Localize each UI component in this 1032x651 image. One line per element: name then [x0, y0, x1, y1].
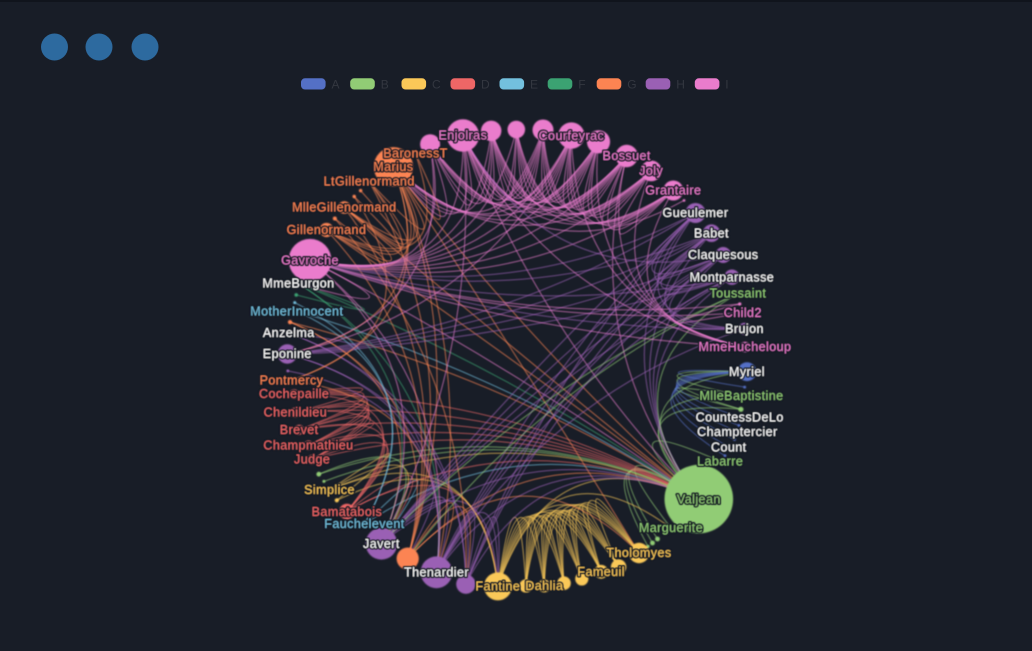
svg-text:Count: Count: [711, 440, 747, 454]
svg-text:Marius: Marius: [373, 160, 413, 174]
svg-text:D: D: [481, 77, 490, 91]
svg-text:MotherInnocent: MotherInnocent: [250, 304, 343, 318]
svg-text:MlleBaptistine: MlleBaptistine: [699, 389, 783, 403]
svg-text:Brevet: Brevet: [280, 423, 319, 437]
svg-text:Claquesous: Claquesous: [688, 248, 759, 262]
svg-text:Labarre: Labarre: [697, 455, 743, 469]
svg-text:Tholomyes: Tholomyes: [606, 546, 671, 560]
svg-text:G: G: [627, 77, 636, 91]
svg-text:Enjolras: Enjolras: [439, 129, 488, 143]
svg-text:Thenardier: Thenardier: [404, 566, 469, 580]
svg-text:Bamatabois: Bamatabois: [312, 505, 383, 519]
svg-text:A: A: [332, 77, 340, 91]
svg-text:H: H: [676, 77, 685, 91]
svg-text:Judge: Judge: [294, 453, 330, 467]
svg-text:Marguerite: Marguerite: [639, 521, 703, 535]
svg-text:Gueulemer: Gueulemer: [663, 206, 729, 220]
svg-text:Dahlia: Dahlia: [525, 579, 563, 593]
svg-text:Anzelma: Anzelma: [263, 326, 315, 340]
svg-text:MmeBurgon: MmeBurgon: [262, 277, 334, 291]
svg-text:BaronessT: BaronessT: [383, 147, 448, 161]
svg-text:Javert: Javert: [363, 537, 400, 551]
svg-text:B: B: [381, 77, 389, 91]
svg-text:C: C: [432, 77, 441, 91]
svg-text:Cochepaille: Cochepaille: [259, 387, 329, 401]
svg-text:Courfeyrac: Courfeyrac: [539, 129, 605, 143]
svg-text:Fameuil: Fameuil: [577, 565, 625, 579]
svg-text:I: I: [725, 77, 728, 91]
svg-text:Valjean: Valjean: [677, 492, 721, 506]
svg-text:Gavroche: Gavroche: [281, 254, 339, 268]
svg-text:Champmathieu: Champmathieu: [263, 439, 353, 453]
svg-text:MmeHucheloup: MmeHucheloup: [699, 340, 792, 354]
svg-text:Gillenormand: Gillenormand: [287, 223, 367, 237]
svg-text:Grantaire: Grantaire: [645, 184, 701, 198]
svg-text:F: F: [578, 77, 585, 91]
svg-text:Fantine: Fantine: [475, 580, 520, 594]
svg-text:LtGillenormand: LtGillenormand: [324, 175, 415, 189]
svg-text:Fauchelevent: Fauchelevent: [324, 517, 405, 531]
svg-text:Brujon: Brujon: [725, 322, 764, 336]
svg-text:CountessDeLo: CountessDeLo: [696, 411, 784, 425]
svg-text:Chenildieu: Chenildieu: [264, 406, 328, 420]
svg-text:Montparnasse: Montparnasse: [690, 270, 775, 284]
svg-text:Simplice: Simplice: [304, 483, 355, 497]
svg-text:MlleGillenormand: MlleGillenormand: [292, 201, 396, 215]
svg-text:Toussaint: Toussaint: [709, 287, 766, 301]
svg-text:Babet: Babet: [694, 226, 729, 240]
svg-text:E: E: [530, 77, 538, 91]
svg-text:Champtercier: Champtercier: [697, 425, 777, 439]
svg-text:Joly: Joly: [639, 164, 663, 178]
svg-text:Child2: Child2: [724, 306, 762, 320]
svg-text:Eponine: Eponine: [263, 347, 312, 361]
svg-text:Pontmercy: Pontmercy: [260, 374, 324, 388]
svg-text:Bossuet: Bossuet: [603, 149, 651, 163]
svg-text:Myriel: Myriel: [729, 365, 765, 379]
